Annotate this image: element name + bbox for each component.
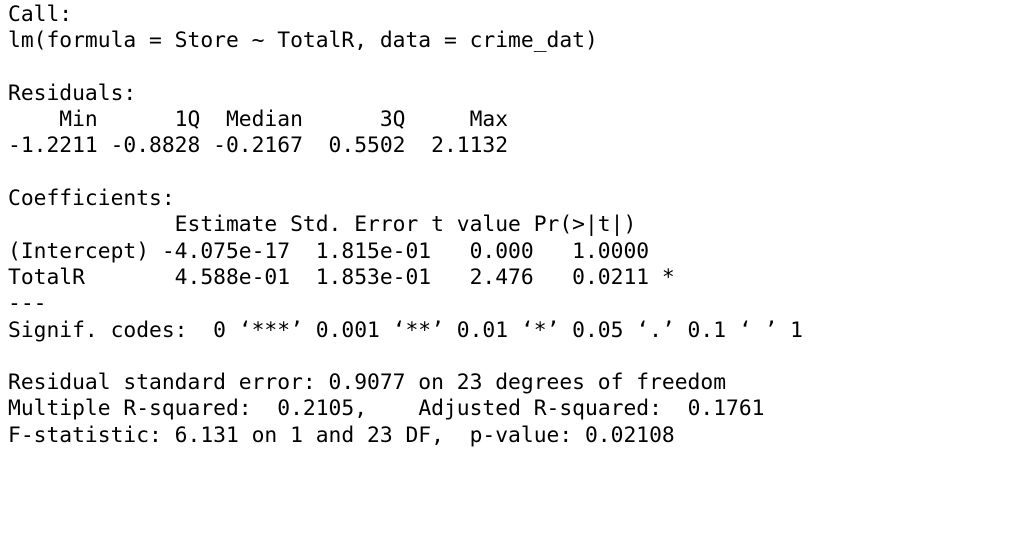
residuals-header: Residuals: (8, 80, 137, 106)
signif-codes-legend: Signif. codes: 0 ‘***’ 0.001 ‘**’ 0.01 ‘… (8, 317, 803, 343)
residuals-column-labels: Min 1Q Median 3Q Max (8, 107, 521, 133)
coefficient-row-intercept: (Intercept) -4.075e-17 1.815e-01 0.000 1… (8, 238, 675, 264)
r-squared-line: Multiple R-squared: 0.2105, Adjusted R-s… (8, 396, 778, 422)
call-formula: lm(formula = Store ~ TotalR, data = crim… (8, 28, 598, 54)
coefficients-header: Coefficients: (8, 186, 175, 212)
blank-line (8, 344, 1013, 370)
blank-line (8, 160, 1013, 186)
call-header: Call: (8, 2, 73, 27)
residuals-values: -1.2211 -0.8828 -0.2167 0.5502 2.1132 (8, 133, 521, 159)
coefficient-row-totalr: TotalR 4.588e-01 1.853e-01 2.476 0.0211 … (8, 264, 675, 290)
separator-line: --- (8, 291, 47, 317)
residual-standard-error: Residual standard error: 0.9077 on 23 de… (8, 370, 727, 396)
f-statistic-line: F-statistic: 6.131 on 1 and 23 DF, p-val… (8, 422, 675, 448)
blank-line (8, 55, 1013, 81)
coefficients-column-labels: Estimate Std. Error t value Pr(>|t|) (8, 212, 662, 238)
r-console-output: Call: lm(formula = Store ~ TotalR, data … (8, 2, 1013, 449)
